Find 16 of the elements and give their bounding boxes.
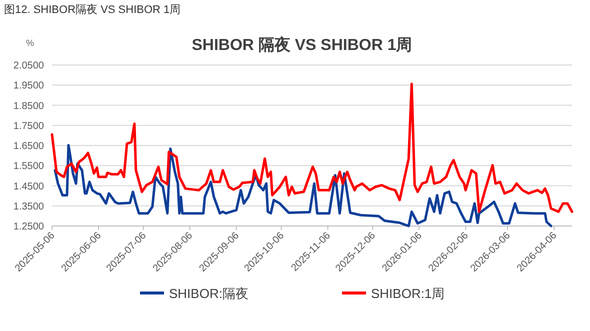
y-tick-label: 1.2500 — [13, 222, 44, 232]
y-tick-label: 1.9500 — [13, 80, 44, 92]
y-tick-label: 1.5500 — [13, 161, 44, 172]
y-tick-label: 1.3500 — [13, 201, 44, 212]
y-axis-title: % — [26, 38, 34, 48]
y-tick-label: 1.4500 — [13, 181, 44, 192]
legend-label: SHIBOR:1周 — [371, 286, 445, 301]
line-series — [50, 82, 574, 213]
y-tick-label: 1.7500 — [13, 120, 44, 132]
chart-subtitle: SHIBOR 隔夜 VS SHIBOR 1周 — [192, 35, 412, 54]
legend-label: SHIBOR:隔夜 — [169, 286, 248, 301]
chart-title: 图12. SHIBOR隔夜 VS SHIBOR 1周 — [4, 3, 181, 16]
y-tick-label: 1.6500 — [13, 141, 44, 152]
y-tick-label: 2.0500 — [13, 60, 44, 72]
y-tick-label: 1.8500 — [13, 100, 44, 112]
line-series — [54, 144, 552, 228]
